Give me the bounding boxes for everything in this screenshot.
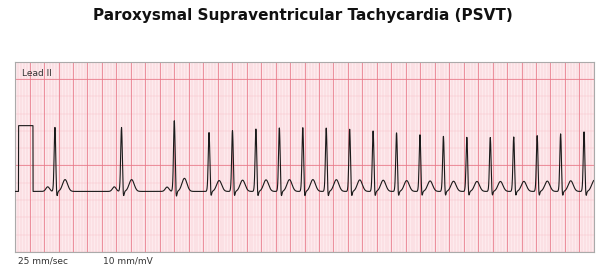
Text: Lead II: Lead II [22, 69, 52, 78]
Text: 10 mm/mV: 10 mm/mV [103, 256, 153, 265]
Text: 25 mm/sec: 25 mm/sec [18, 256, 68, 265]
Text: Paroxysmal Supraventricular Tachycardia (PSVT): Paroxysmal Supraventricular Tachycardia … [93, 8, 513, 24]
